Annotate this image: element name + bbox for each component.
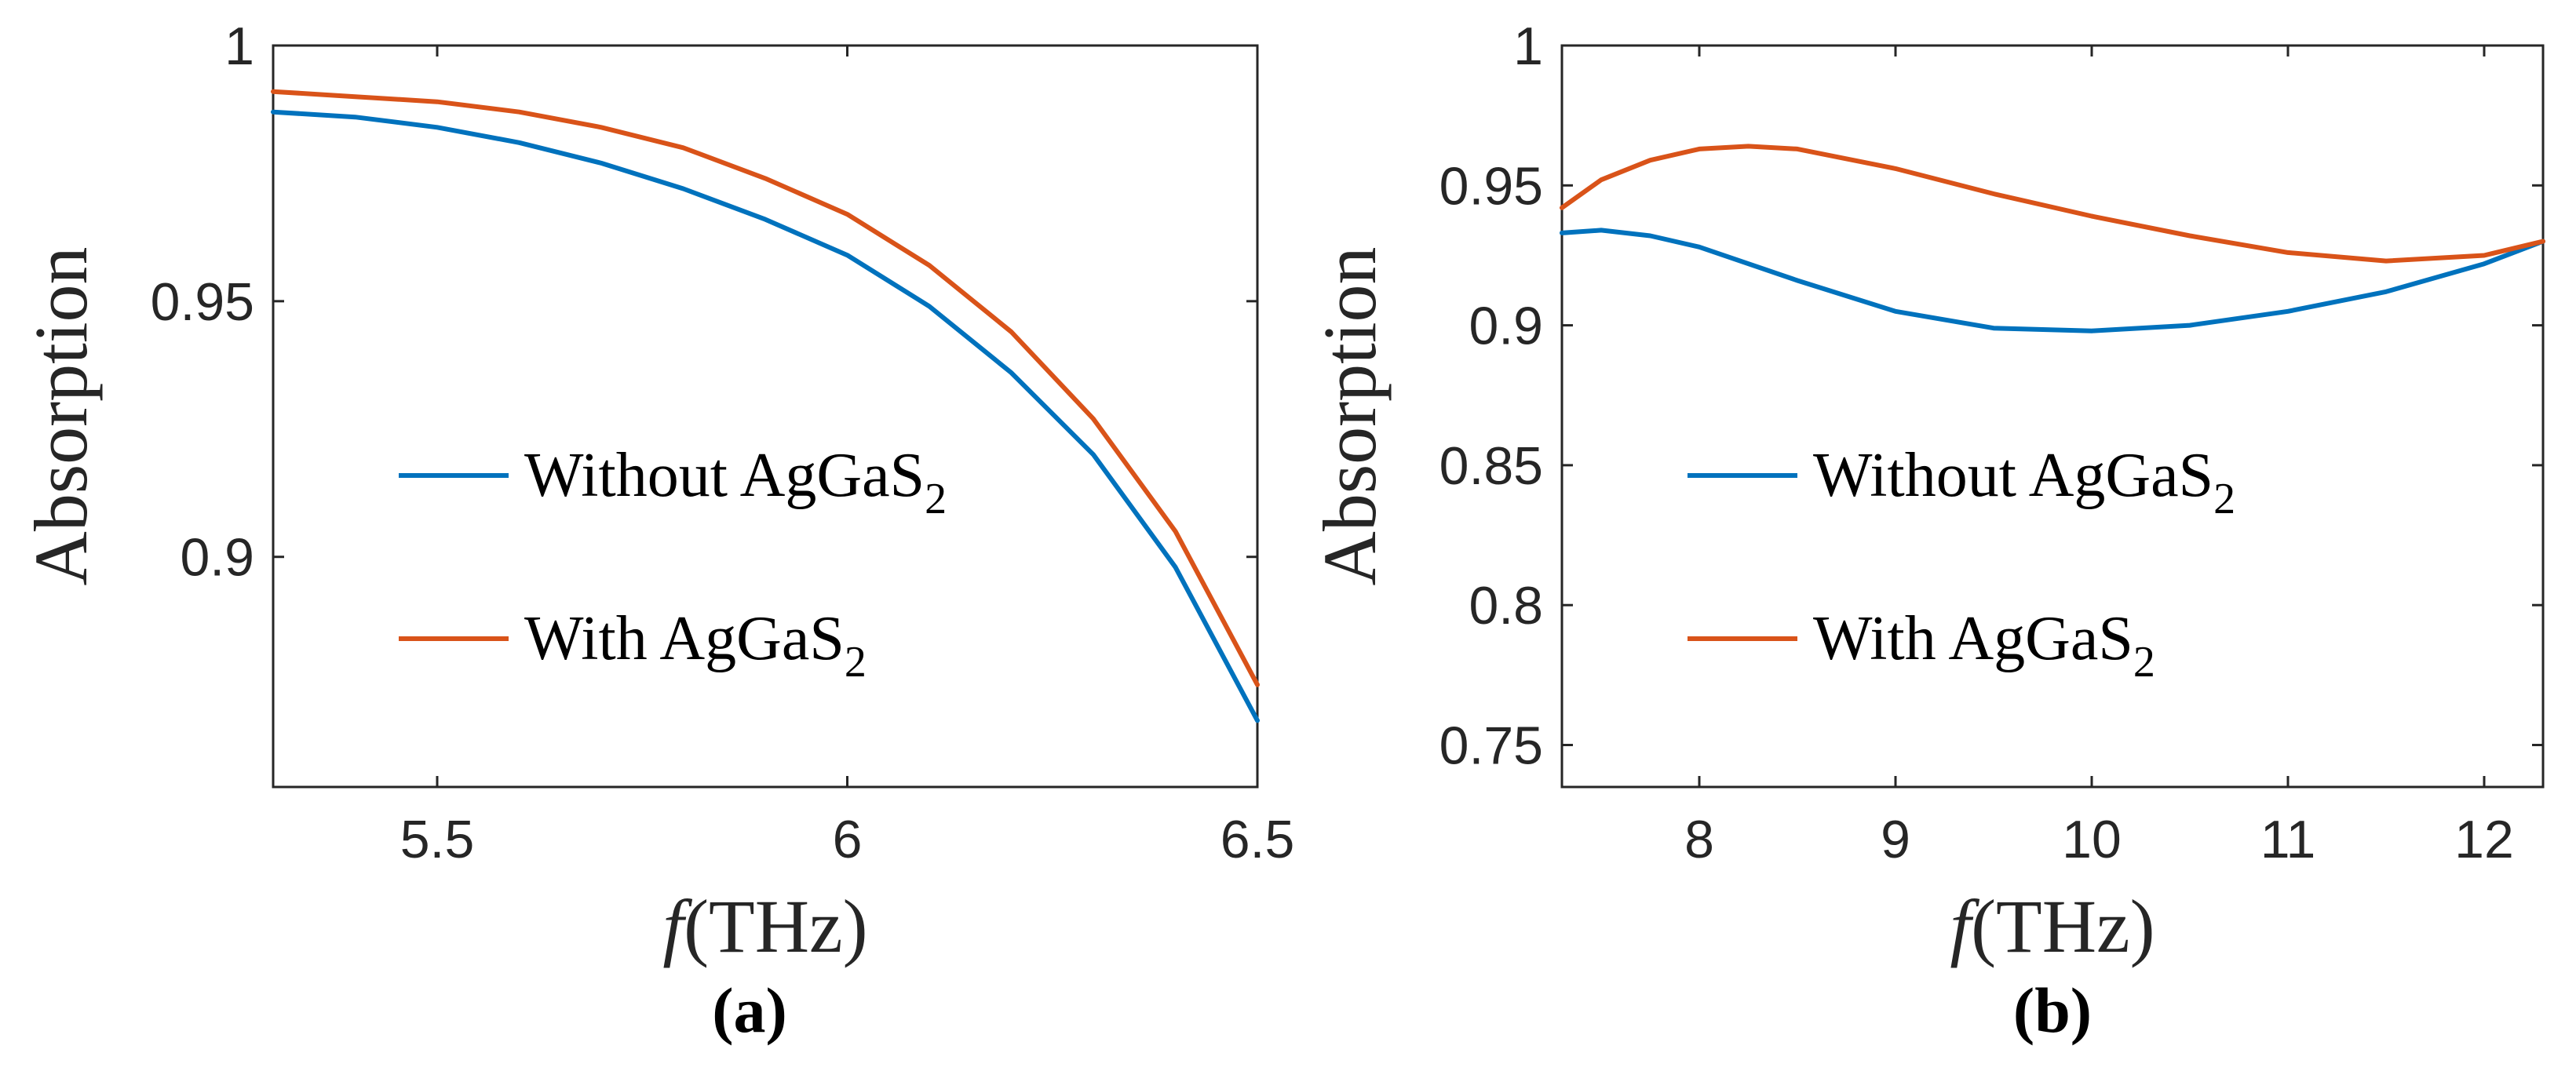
- y-tick-label: 0.8: [1469, 576, 1543, 636]
- y-tick-label: 0.75: [1439, 716, 1543, 776]
- legend-entry-subscript: 2: [2133, 638, 2155, 687]
- legend-entry-name: With AgGaS: [524, 604, 845, 673]
- legend-entry-label: Without AgGaS2: [1813, 441, 2235, 523]
- y-tick-label: 0.85: [1439, 436, 1543, 496]
- y-tick-label: 0.9: [180, 528, 254, 588]
- legend-entry-subscript: 2: [845, 638, 867, 687]
- panel-label: (a): [712, 975, 787, 1046]
- y-axis-label: Absorption: [19, 247, 103, 586]
- x-tick-label: 6.5: [1220, 810, 1295, 869]
- x-axis-label-unit: (THz): [684, 884, 868, 968]
- legend-entry-subscript: 2: [2213, 475, 2235, 523]
- x-tick-label: 6: [833, 810, 863, 869]
- legend-entry-label: With AgGaS2: [524, 604, 867, 687]
- y-tick-label: 0.95: [151, 272, 254, 332]
- x-tick-label: 11: [2260, 810, 2316, 869]
- y-tick-label: 1: [224, 16, 254, 76]
- chart-b: 8 9 10 11 12 0.75 0.8 0.85 0.9 0.95 1 Absorption f(T…: [1308, 16, 2545, 1046]
- x-tick-label: 8: [1684, 810, 1714, 869]
- x-axis-label-unit: (THz): [1971, 884, 2155, 968]
- y-tick-label: 0.9: [1469, 297, 1543, 356]
- plot-area-frame: [272, 44, 1259, 789]
- plot-area-frame: [1560, 44, 2545, 789]
- series-line-without: [271, 109, 1260, 723]
- x-tick-label: 5.5: [400, 810, 475, 869]
- x-tick-label: 9: [1881, 810, 1910, 869]
- legend-entry-subscript: 2: [925, 475, 947, 523]
- legend-entry-label: With AgGaS2: [1813, 604, 2155, 687]
- y-tick-label: 1: [1513, 16, 1543, 76]
- series-line-with: [1560, 144, 2545, 264]
- x-axis-label: f(THz): [662, 884, 867, 968]
- x-axis-label: f(THz): [1950, 884, 2155, 968]
- legend-entry-name: With AgGaS: [1813, 604, 2133, 673]
- x-tick-label: 10: [2062, 810, 2122, 869]
- x-tick-label: 12: [2454, 810, 2514, 869]
- legend-entry-name: Without AgGaS: [524, 441, 925, 510]
- series-line-with: [271, 89, 1260, 687]
- legend-entry-name: Without AgGaS: [1813, 441, 2213, 510]
- chart-a: 5.5 6 6.5 0.9 0.95 1 Absorption f(THz)(a) Withou…: [19, 16, 1294, 1046]
- y-axis-label: Absorption: [1308, 247, 1392, 586]
- series-line-without: [1560, 228, 2545, 333]
- legend-entry-label: Without AgGaS2: [524, 441, 947, 523]
- y-tick-label: 0.95: [1439, 156, 1543, 216]
- panel-label: (b): [2013, 975, 2092, 1046]
